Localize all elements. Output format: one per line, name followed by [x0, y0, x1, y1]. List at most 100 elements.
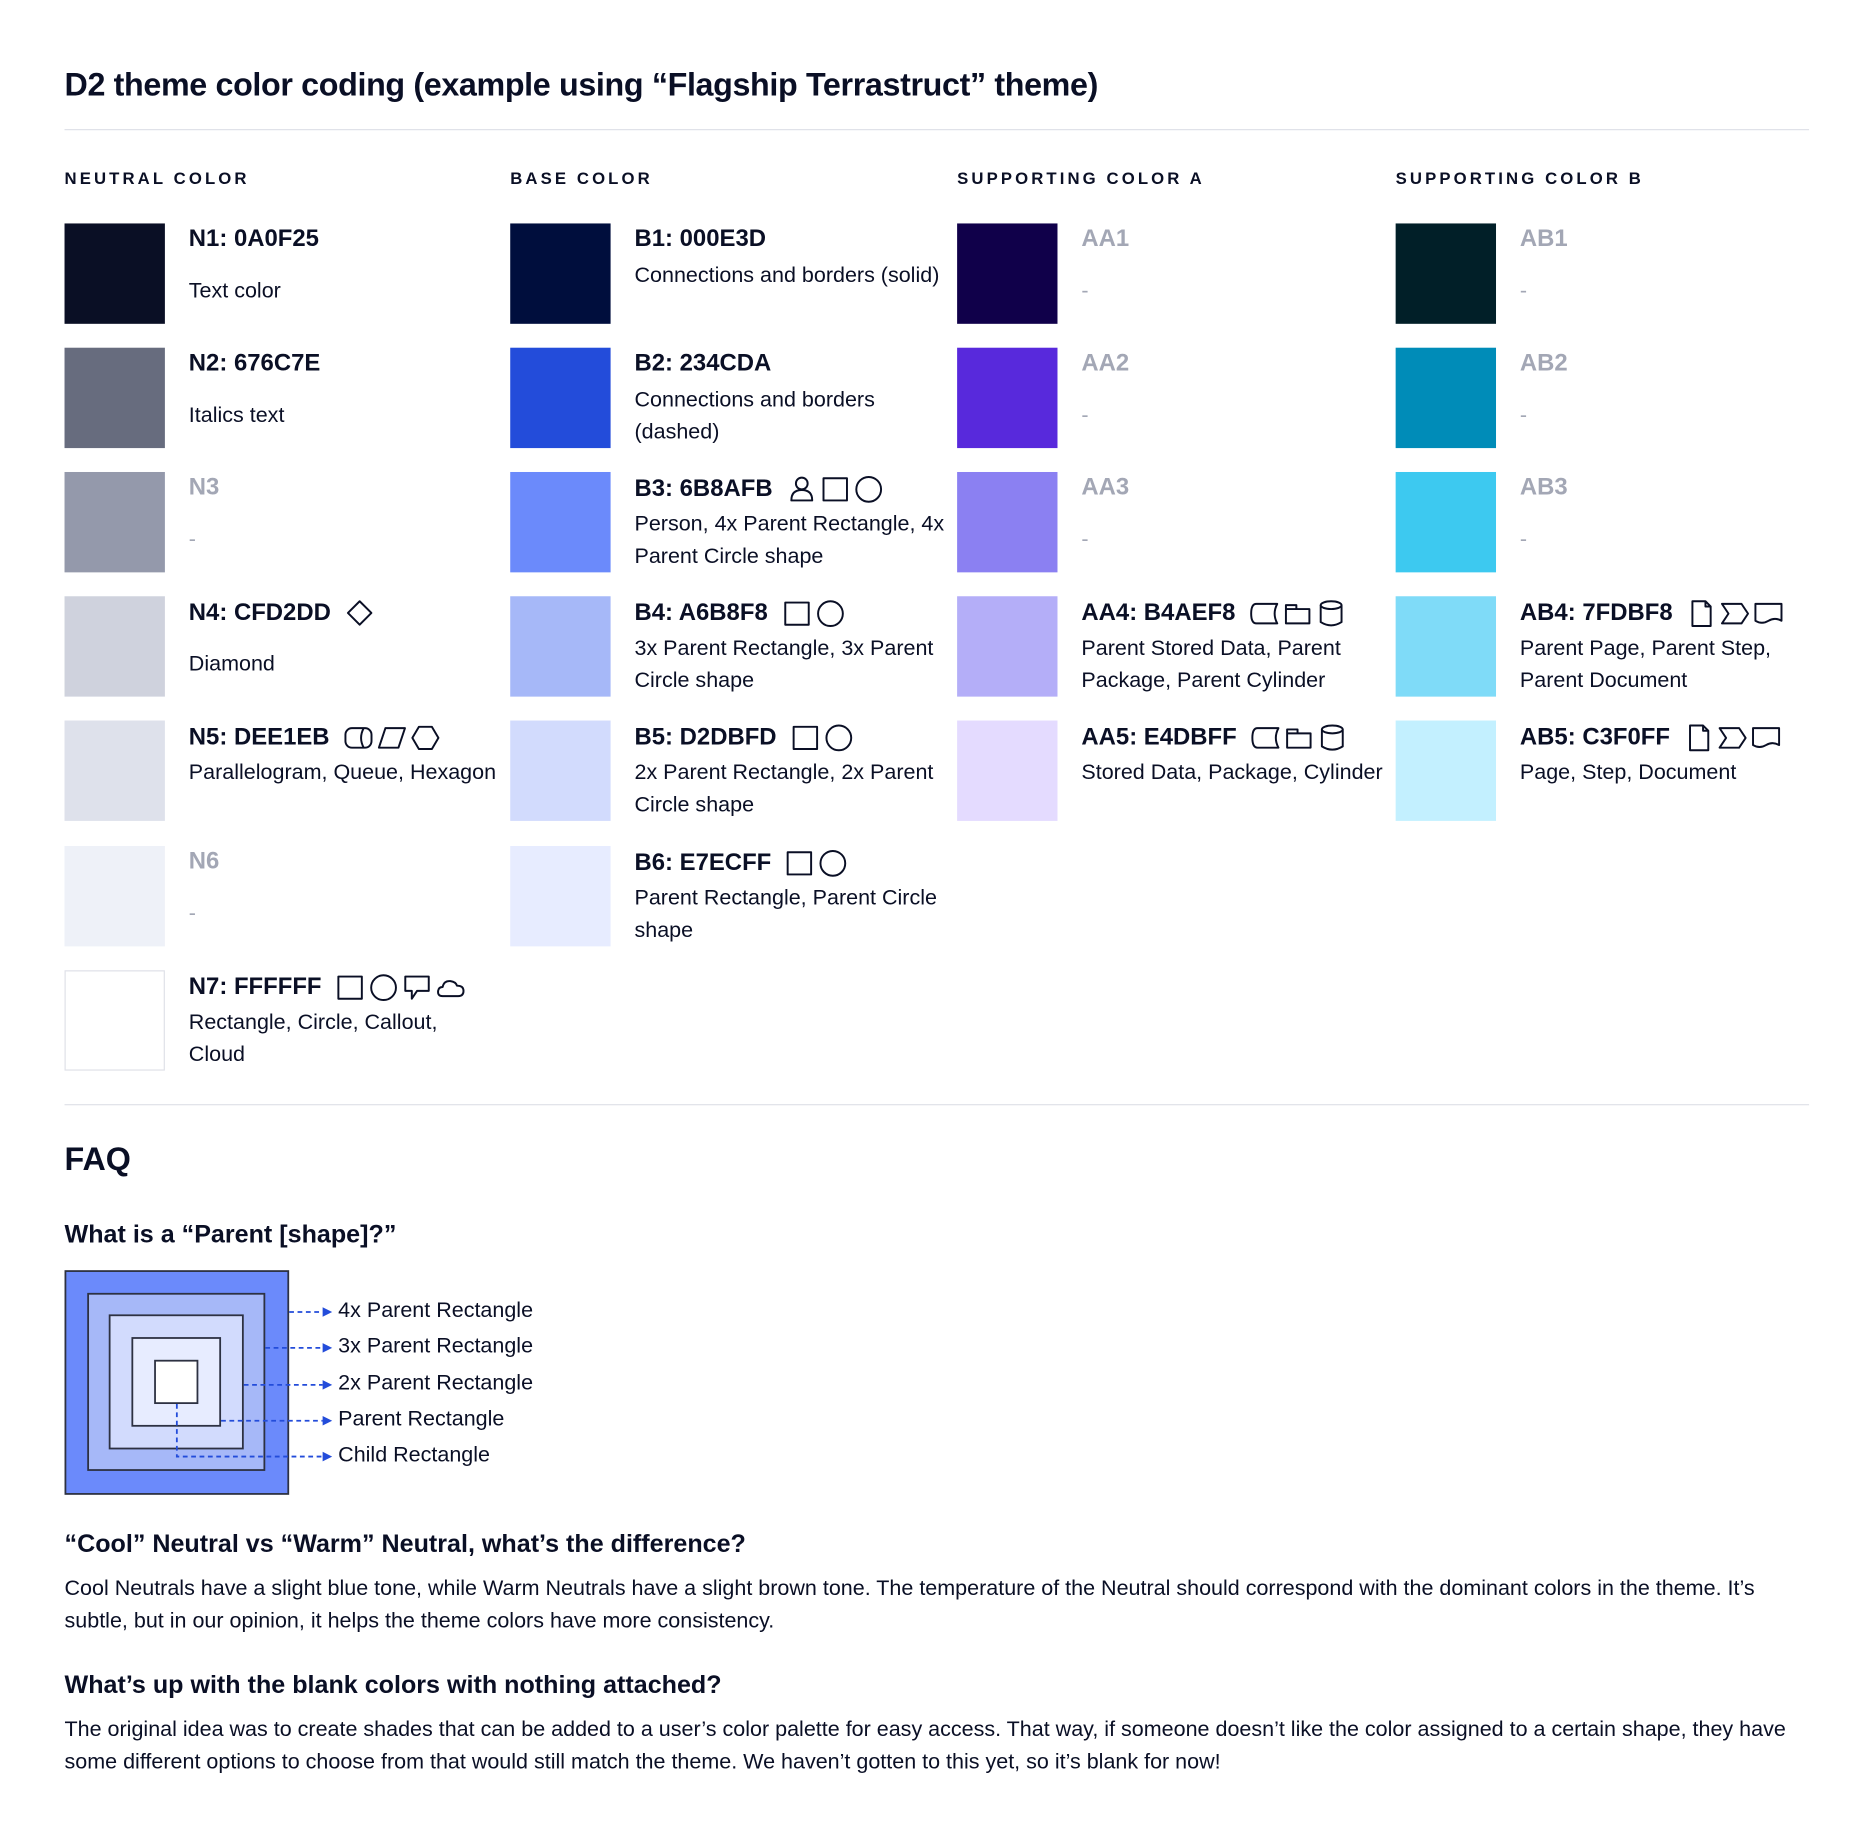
color-label-row: AA3 — [1081, 474, 1143, 501]
color-label-row: N5: DEE1EB — [189, 723, 440, 752]
color-usage: - — [1519, 402, 1528, 427]
faq-question-parent-shape: What is a “Parent [shape]?” — [64, 1221, 397, 1249]
color-label-row: AB4: 7FDBF8 — [1520, 599, 1783, 628]
color-usage: Italics text — [188, 402, 285, 427]
column-header: SUPPORTING COLOR A — [957, 168, 1205, 188]
diamond-icon — [346, 600, 373, 626]
color-usage: Diamond — [188, 651, 275, 676]
color-swatch — [1395, 223, 1497, 324]
color-label: AB2 — [1519, 350, 1568, 377]
color-swatch — [1395, 471, 1497, 573]
circle-icon — [816, 600, 844, 627]
document-icon — [1751, 727, 1780, 749]
color-usage: Stored Data, Package, Cylinder — [1081, 759, 1383, 784]
color-label-row: N6 — [189, 848, 234, 875]
diagram-label: 4x Parent Rectangle — [338, 1297, 534, 1322]
color-usage: 2x Parent Rectangle, 2x Parent Circle sh… — [634, 759, 934, 817]
color-label-row: N1: 0A0F25 — [189, 226, 334, 253]
color-label: AB3 — [1519, 474, 1568, 501]
color-label: B1: 000E3D — [634, 225, 767, 253]
diagram-label: 2x Parent Rectangle — [338, 1370, 534, 1395]
cloud-icon — [437, 980, 465, 998]
color-label-row: AB3 — [1520, 474, 1582, 501]
cylinder-icon — [1319, 600, 1343, 627]
color-label-row: N3 — [189, 474, 234, 501]
color-swatch — [1395, 720, 1497, 821]
color-label: AB5: C3F0FF — [1519, 723, 1670, 750]
faq-answer-cool-warm: Cool Neutrals have a slight blue tone, w… — [64, 1576, 1755, 1633]
color-swatch — [510, 471, 611, 573]
color-label: N3 — [188, 474, 220, 501]
color-usage: Parent Page, Parent Step, Parent Documen… — [1519, 635, 1772, 692]
color-label: AA2 — [1081, 350, 1130, 377]
color-label-row: AA1 — [1081, 226, 1143, 253]
color-swatch — [510, 347, 611, 449]
color-usage: - — [1081, 278, 1089, 303]
shape-icons — [791, 723, 853, 752]
rectangle-icon — [337, 975, 363, 1000]
stored-data-icon — [1251, 727, 1280, 749]
shape-icons — [336, 973, 465, 1002]
color-swatch — [1395, 347, 1497, 449]
color-swatch — [510, 596, 611, 697]
color-label-row: AB5: C3F0FF — [1520, 723, 1780, 752]
page-title: D2 theme color coding (example using “Fl… — [64, 66, 1099, 103]
diagram-label: Parent Rectangle — [338, 1406, 505, 1431]
color-label: N4: CFD2DD — [188, 599, 331, 626]
color-label-row: AA5: E4DBFF — [1081, 723, 1346, 752]
column-header: NEUTRAL COLOR — [64, 168, 250, 188]
color-usage: - — [1519, 278, 1528, 303]
color-label: B6: E7ECFF — [634, 848, 772, 876]
parallelogram-icon — [377, 727, 406, 749]
color-usage: Person, 4x Parent Rectangle, 4x Parent C… — [634, 511, 945, 568]
circle-icon — [854, 476, 882, 503]
color-swatch — [64, 596, 165, 697]
color-label-row: B4: A6B8F8 — [634, 599, 844, 628]
color-label: N7: FFFFFF — [188, 973, 322, 1000]
color-label: B4: A6B8F8 — [634, 599, 768, 626]
faq-question-cool-warm: “Cool” Neutral vs “Warm” Neutral, what’s… — [64, 1530, 746, 1559]
color-swatch — [957, 223, 1058, 324]
color-usage: Text color — [188, 278, 281, 303]
arrow-head — [322, 1307, 333, 1317]
color-label: N2: 676C7E — [188, 350, 321, 377]
color-label-row: B6: E7ECFF — [634, 848, 847, 877]
rectangle-icon — [787, 851, 813, 876]
color-usage: - — [188, 900, 196, 925]
color-label: N6 — [188, 848, 220, 875]
faq-title: FAQ — [64, 1141, 131, 1177]
page-icon — [1688, 724, 1709, 752]
rectangle-icon — [783, 601, 810, 626]
arrow-head — [322, 1343, 333, 1353]
color-usage: Page, Step, Document — [1519, 759, 1737, 784]
document-icon — [1754, 602, 1783, 624]
color-label-row: B1: 000E3D — [634, 226, 780, 253]
divider — [64, 1104, 1810, 1106]
color-swatch — [957, 596, 1058, 697]
shape-icons — [344, 723, 440, 752]
color-label: B5: D2DBFD — [634, 723, 777, 750]
color-usage: - — [188, 526, 196, 551]
diagram-label: Child Rectangle — [338, 1442, 491, 1467]
package-icon — [1284, 604, 1311, 625]
color-usage: Parent Stored Data, Parent Package, Pare… — [1081, 635, 1341, 692]
package-icon — [1286, 728, 1312, 749]
step-icon — [1720, 602, 1749, 625]
color-swatch — [64, 223, 165, 324]
color-swatch — [957, 347, 1058, 449]
color-label: AB1 — [1519, 225, 1568, 253]
color-label-row: B5: D2DBFD — [634, 723, 853, 752]
color-usage: Rectangle, Circle, Callout, Cloud — [188, 1009, 438, 1066]
diagram-label: 3x Parent Rectangle — [338, 1333, 534, 1358]
callout-icon — [404, 975, 430, 1000]
color-label: AA5: E4DBFF — [1081, 723, 1237, 750]
color-swatch — [64, 471, 165, 573]
queue-icon — [344, 727, 373, 749]
child-rectangle — [154, 1359, 199, 1405]
color-label-row: B2: 234CDA — [634, 350, 785, 377]
arrow-head — [322, 1380, 333, 1390]
color-label-row: AA4: B4AEF8 — [1081, 599, 1345, 628]
step-icon — [1718, 727, 1747, 749]
shape-icons — [1684, 723, 1780, 752]
